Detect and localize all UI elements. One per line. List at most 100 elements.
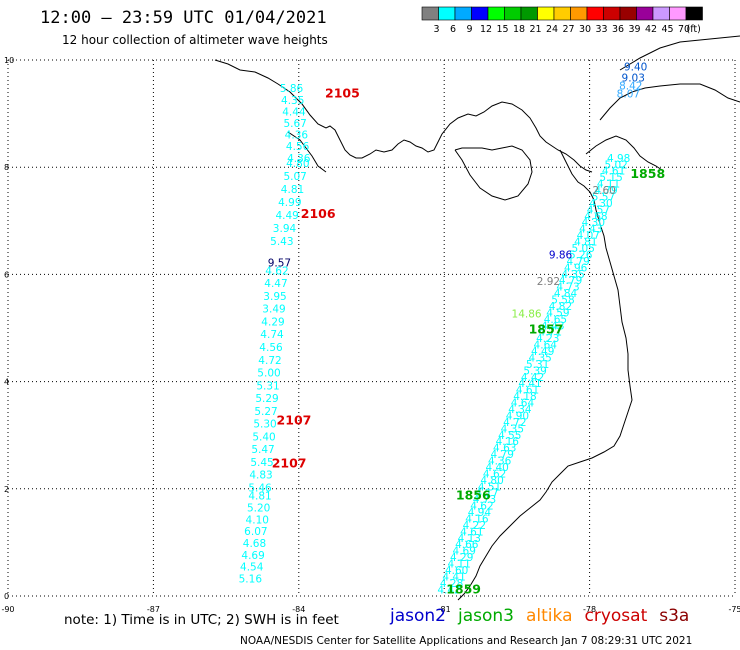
swh-value: 4.41 [442, 571, 465, 583]
swh-value: 4.10 [246, 514, 269, 526]
swh-value: 5.43 [270, 236, 293, 248]
lon-tick-label: -78 [583, 605, 596, 614]
swh-value: 4.84 [554, 288, 578, 300]
swh-value: 4.36 [287, 153, 311, 165]
pass-time-label: 1857 [529, 321, 564, 336]
swh-value: 5.46 [248, 482, 272, 494]
swh-value: 4.23 [536, 333, 559, 345]
swh-value: 5.02 [604, 159, 627, 171]
swh-value: 3.95 [263, 291, 286, 303]
swh-value: 4.73 [556, 282, 579, 294]
swh-value: 9.03 [622, 72, 645, 84]
pass-time-labels: 2105 2106 2107 2107 1858 1857 1856 1859 [272, 86, 665, 597]
legend-label: 24 [546, 24, 558, 35]
swh-value: 4.65 [544, 314, 567, 326]
swh-value: 4.61 [460, 526, 483, 538]
coastline-colombia [457, 149, 633, 601]
satellite-jason2: jason2 [390, 606, 446, 626]
lat-tick-label: 6 [4, 270, 9, 279]
swh-value: 5.15 [599, 172, 622, 184]
legend-label: 30 [579, 24, 591, 35]
swh-value: 4.64 [534, 340, 558, 352]
swh-value: 4.74 [260, 329, 284, 341]
map-subtitle: 12 hour collection of altimeter wave hei… [62, 33, 328, 47]
legend-label: 9 [466, 24, 472, 35]
swh-value: 4.35 [501, 423, 524, 435]
swh-value: 5.45 [250, 457, 273, 469]
swh-value: 5.67 [283, 118, 306, 130]
swh-value: 4.63 [493, 443, 516, 455]
swh-value: 4.81 [281, 184, 304, 196]
swh-value: 4.60 [445, 565, 468, 577]
satellite-legend: jason2 jason3 altika cryosat s3a [390, 606, 701, 626]
coastline-east [599, 83, 740, 121]
swh-value: 4.16 [496, 436, 520, 448]
pass-time-label: 1859 [446, 581, 481, 596]
swh-value: 4.56 [286, 141, 310, 153]
legend-label: 21 [529, 24, 541, 35]
note-text: note: 1) Time is in UTC; 2) SWH is in fe… [64, 612, 339, 628]
swh-value: 4.81 [248, 491, 271, 503]
legend-label: 18 [513, 24, 525, 35]
pass-time-label: 1858 [630, 166, 665, 181]
swh-value: 5.29 [255, 393, 278, 405]
lat-tick-label: 2 [4, 485, 9, 494]
legend-label: 36 [612, 24, 624, 35]
swh-value: 5.27 [254, 406, 277, 418]
swh-value: 4.28 [440, 578, 463, 590]
map-title: 12:00 – 23:59 UTC 01/04/2021 [40, 8, 327, 28]
satellite-altika: altika [526, 606, 573, 626]
swh-value: 4.79 [566, 256, 589, 268]
swh-value: 4.07 [577, 230, 600, 242]
swh-value: 5.58 [551, 295, 574, 307]
lon-tick-label: -75 [728, 605, 740, 614]
swh-value: 4.30 [582, 217, 605, 229]
swh-value: 5.20 [247, 502, 270, 514]
lon-tick-label: -84 [292, 605, 305, 614]
legend-label: 27 [562, 24, 574, 35]
swh-value: 9.40 [624, 62, 647, 74]
swh-value: 2.92 [537, 276, 560, 288]
swh-value: 4.56 [259, 342, 283, 354]
footer-credit: NOAA/NESDIS Center for Satellite Applica… [240, 635, 693, 647]
swh-value: 4.29 [261, 316, 284, 328]
swh-value: 4.40 [485, 462, 508, 474]
swh-value: 4.90 [506, 410, 529, 422]
swh-value: 5.39 [523, 365, 546, 377]
swh-value: 4.13 [458, 533, 481, 545]
coastline-osa [287, 131, 327, 173]
swh-value: 4.99 [278, 197, 301, 209]
swh-value: 5.47 [251, 444, 274, 456]
swh-value: 4.72 [503, 417, 526, 429]
swh-value: 4.49 [275, 210, 298, 222]
swh-value: 4.81 [574, 237, 597, 249]
swh-value: 4.36 [488, 456, 512, 468]
satellite-cryosat: cryosat [584, 606, 648, 626]
swh-value: 5.07 [283, 171, 306, 183]
legend-label: 12 [480, 24, 492, 35]
swh-value: 5.00 [257, 368, 280, 380]
swh-value: 4.36 [285, 130, 309, 142]
lon-tick-label: -87 [147, 605, 160, 614]
legend-label: 39 [628, 24, 640, 35]
swh-value: 4.80 [480, 475, 503, 487]
swh-value: 4.98 [607, 153, 630, 165]
swh-value: 4.42 [437, 584, 460, 596]
swh-value: 3.94 [273, 223, 297, 235]
swh-value: 4.96 [564, 262, 588, 274]
swh-value: 4.34 [508, 404, 532, 416]
swh-value: 4.69 [241, 550, 264, 562]
swh-value: 5.26 [569, 249, 593, 261]
swh-value: 4.43 [579, 224, 602, 236]
swh-value: 4.54 [240, 562, 264, 574]
color-legend: 3 6 9 12 15 18 21 24 27 30 33 36 39 42 45 70(ft) [421, 6, 703, 35]
coastline-panama [214, 59, 593, 173]
swh-value: 4.68 [584, 211, 607, 223]
swh-value: 4.69 [453, 546, 476, 558]
swh-value: 3.49 [262, 304, 285, 316]
swh-value: 4.47 [264, 278, 287, 290]
swh-value: 4.55 [498, 430, 521, 442]
legend-label: 45 [661, 24, 673, 35]
swh-value: 4.72 [258, 355, 281, 367]
